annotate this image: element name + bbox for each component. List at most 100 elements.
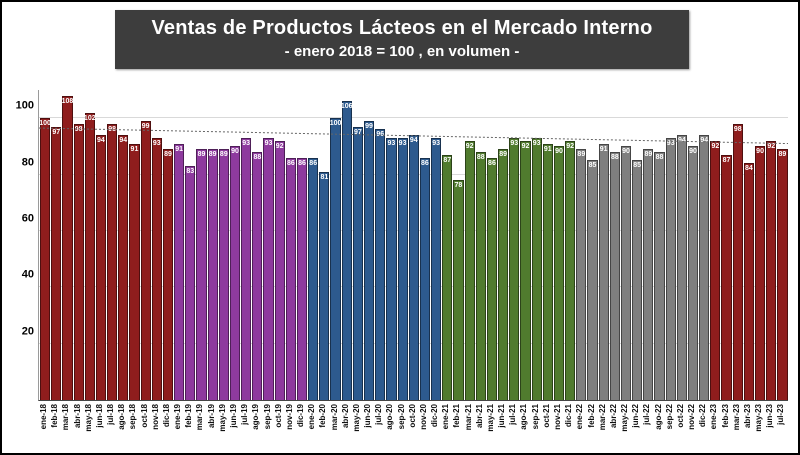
bar: 94 [699, 135, 710, 400]
x-tick: ene-22 [575, 402, 585, 453]
x-tick-label: nov-20 [418, 404, 428, 430]
bar: 90 [553, 146, 565, 400]
chart-title: Ventas de Productos Lácteos en el Mercad… [151, 17, 653, 39]
x-tick-label: dic-21 [564, 404, 574, 428]
bar: 94 [95, 135, 107, 400]
x-tick: ene-23 [709, 402, 719, 453]
bar: 94 [118, 135, 129, 400]
x-tick-label: sep-21 [530, 404, 540, 430]
x-tick: jun-19 [229, 402, 239, 453]
x-tick: abr-21 [474, 402, 485, 453]
y-tick-label: 100 [15, 99, 34, 112]
bar: 88 [654, 152, 665, 400]
x-tick: ene-19 [173, 402, 183, 453]
bar-value-label: 98 [108, 125, 117, 133]
x-tick: mar-21 [464, 402, 474, 453]
bar: 92 [520, 140, 531, 400]
x-tick: feb-18 [50, 402, 60, 453]
x-tick: oct-20 [407, 402, 418, 453]
x-tick-label: oct-19 [273, 404, 283, 428]
x-tick: sep-18 [128, 402, 138, 453]
bar: 94 [408, 135, 419, 400]
x-tick: feb-19 [184, 402, 194, 453]
x-tick: jun-20 [363, 402, 373, 453]
y-tick-label: 20 [21, 325, 34, 338]
x-tick-label: ago-18 [117, 404, 127, 430]
bar: 86 [486, 157, 498, 400]
bar-value-label: 106 [340, 103, 353, 111]
bar-value-label: 87 [443, 156, 452, 164]
x-tick-label: may-19 [217, 404, 227, 432]
bar-value-label: 89 [499, 151, 508, 159]
x-tick-label: abr-21 [474, 404, 484, 429]
x-tick: ago-20 [385, 402, 395, 453]
bar: 83 [185, 166, 196, 400]
bar: 93 [241, 137, 252, 400]
bar: 93 [509, 137, 520, 400]
x-tick: ago-19 [251, 402, 261, 453]
x-tick: oct-19 [273, 402, 284, 453]
x-tick: nov-19 [285, 402, 295, 453]
bar-value-label: 90 [555, 148, 563, 156]
x-tick-label: abr-23 [742, 404, 752, 429]
bar-value-label: 88 [476, 154, 485, 161]
x-tick: oct-21 [541, 402, 552, 453]
bar-value-label: 93 [432, 139, 440, 147]
x-tick: dic-19 [296, 402, 306, 453]
bar-value-label: 88 [610, 154, 619, 161]
bar: 92 [565, 140, 576, 400]
bar-value-label: 85 [633, 162, 642, 170]
x-tick: mar-19 [195, 402, 205, 453]
bar: 90 [620, 146, 632, 400]
bar: 90 [229, 146, 241, 400]
x-tick-label: oct-18 [139, 404, 149, 428]
x-tick-label: ene-18 [39, 404, 49, 430]
x-tick: abr-18 [73, 402, 83, 453]
bar-value-label: 86 [421, 159, 429, 167]
bar: 89 [218, 149, 229, 400]
x-tick-label: ene-22 [575, 404, 585, 430]
x-tick-label: abr-20 [340, 404, 350, 429]
x-tick: jun-23 [765, 402, 775, 453]
x-tick-label: may-23 [754, 404, 764, 432]
x-tick-label: oct-20 [407, 404, 417, 428]
x-tick-label: jun-22 [631, 404, 641, 428]
x-tick: nov-18 [151, 402, 161, 453]
x-tick-label: jul-18 [106, 404, 116, 425]
bar-value-label: 85 [588, 162, 597, 170]
x-tick: nov-20 [418, 402, 429, 453]
bar: 88 [609, 152, 620, 400]
bar-value-label: 89 [644, 151, 653, 159]
x-tick-label: ene-21 [441, 404, 451, 430]
x-tick-label: jul-23 [776, 404, 786, 425]
bar-value-label: 92 [566, 142, 575, 150]
x-tick: jun-22 [631, 402, 641, 453]
x-tick: ago-21 [519, 402, 529, 453]
bar-value-label: 89 [197, 151, 206, 159]
bar-value-label: 86 [488, 159, 496, 167]
bar-value-label: 86 [298, 159, 306, 167]
x-tick-label: feb-19 [184, 404, 194, 428]
bar-value-label: 89 [219, 151, 228, 159]
x-tick-label: ene-23 [709, 404, 719, 430]
x-tick-label: ago-22 [653, 404, 663, 430]
bar-value-label: 93 [532, 139, 541, 147]
bar-value-label: 84 [745, 165, 753, 173]
x-tick-label: sep-18 [128, 404, 138, 430]
x-tick-label: sep-22 [664, 404, 674, 430]
bar: 89 [643, 149, 654, 400]
x-tick-label: jul-22 [642, 404, 652, 425]
bar: 106 [340, 101, 353, 400]
x-tick: mar-20 [329, 402, 339, 453]
chart-title-box: Ventas de Productos Lácteos en el Mercad… [115, 10, 689, 69]
x-tick: feb-20 [318, 402, 328, 453]
x-tick: jul-19 [240, 402, 250, 453]
x-tick-label: oct-21 [541, 404, 551, 428]
x-tick: ene-21 [441, 402, 451, 453]
x-tick: ene-20 [307, 402, 317, 453]
x-tick-label: jun-21 [497, 404, 507, 428]
x-tick-label: mar-18 [61, 404, 71, 431]
bar-value-label: 90 [622, 148, 630, 156]
bar-value-label: 93 [152, 139, 161, 147]
x-tick-label: feb-21 [452, 404, 462, 428]
